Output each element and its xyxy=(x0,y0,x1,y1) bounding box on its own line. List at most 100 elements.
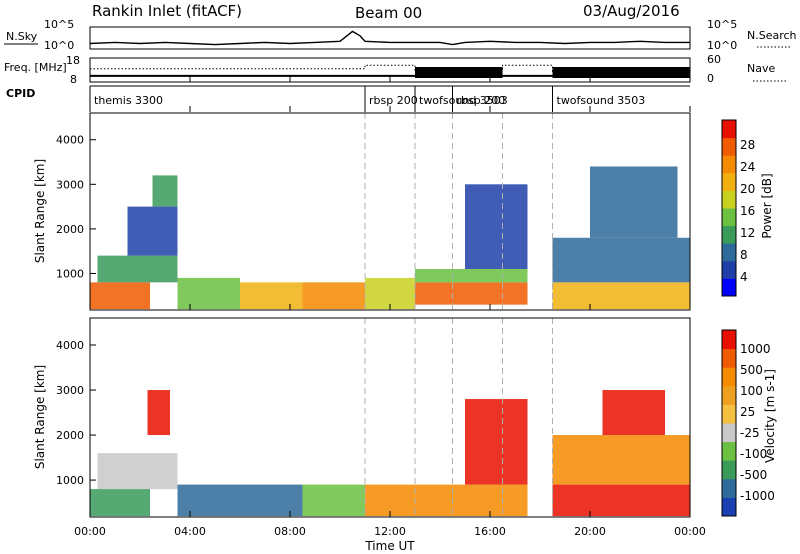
noise-right-tick-top: 10^5 xyxy=(707,18,737,31)
velocity-colorbar-swatch-1 xyxy=(722,478,736,498)
frequency-right-tick-top: 60 xyxy=(707,53,721,66)
power-colorbar-swatch-5 xyxy=(722,190,736,209)
noise-sky-line xyxy=(89,30,690,46)
power-colorbar-swatch-7 xyxy=(722,155,736,174)
velocity-colorbar-swatch-3 xyxy=(722,441,736,461)
nave-block-0 xyxy=(415,67,503,78)
velocity-y-tick-label-1: 2000 xyxy=(56,429,84,442)
power-colorbar-tick-label-3: 16 xyxy=(740,204,755,218)
power-colorbar-swatch-3 xyxy=(722,225,736,244)
heat-cell-9 xyxy=(415,268,528,283)
velocity-panel: Slant Range [km] 1000 2000 3000 4000 1000 50… xyxy=(33,317,777,518)
velocity-colorbar-swatch-8 xyxy=(722,348,736,368)
power-colorbar: 4 8 12 16 20 24 28 xyxy=(721,119,755,297)
power-y-tick-label-1: 2000 xyxy=(56,223,84,236)
velocity-colorbar-tick-label-1: 500 xyxy=(740,363,763,377)
power-panel: Slant Range [km] 1000 2000 3000 4000 4 8 12 16… xyxy=(33,112,774,311)
power-colorbar-swatch-0 xyxy=(722,278,736,297)
frequency-left-tick-bottom: 8 xyxy=(70,73,77,86)
heat-cell-0 xyxy=(90,282,150,310)
velocity-colorbar-swatch-0 xyxy=(722,497,736,517)
cpid-segment-label-4: twofsound 3503 xyxy=(557,94,646,107)
velocity-colorbar-frame xyxy=(721,329,737,517)
x-tick-label-1: 04:00 xyxy=(174,525,206,538)
heat-cell-4 xyxy=(302,484,365,517)
power-colorbar-frame xyxy=(721,119,737,297)
heat-cell-0 xyxy=(90,489,150,517)
velocity-colorbar: 1000 500 100 25 -25 -100 -500 -1000 xyxy=(721,329,775,517)
frequency-right-tick-bottom: 0 xyxy=(707,72,714,85)
power-colorbar-tick-label-2: 12 xyxy=(740,226,755,240)
noise-panel-frame xyxy=(89,26,691,50)
cpid-segment-label-2: twofsound 3503 xyxy=(419,94,508,107)
noise-left-label: N.Sky xyxy=(6,30,38,43)
frequency-left-label: Freq. [MHz] xyxy=(4,61,67,74)
power-y-tick-label-2: 3000 xyxy=(56,178,84,191)
heat-cell-3 xyxy=(177,484,303,517)
heat-cell-7 xyxy=(465,399,528,485)
power-colorbar-label: Power [dB] xyxy=(760,173,774,238)
heat-cell-10 xyxy=(602,390,665,436)
power-colorbar-swatch-9 xyxy=(722,120,736,139)
power-colorbar-tick-label-0: 4 xyxy=(740,270,748,284)
heat-cell-4 xyxy=(177,277,240,310)
power-y-tick-label-0: 1000 xyxy=(56,267,84,280)
frequency-right-label: Nave xyxy=(747,62,775,75)
noise-right-label: N.Search xyxy=(747,29,797,42)
heat-cell-5 xyxy=(365,484,415,517)
velocity-y-tick-label-3: 4000 xyxy=(56,339,84,352)
date-title: 03/Aug/2016 xyxy=(583,2,680,20)
x-tick-label-0: 00:00 xyxy=(74,525,106,538)
velocity-colorbar-tick-label-2: 100 xyxy=(740,384,763,398)
power-colorbar-tick-label-4: 20 xyxy=(740,182,755,196)
noise-left-tick-top: 10^5 xyxy=(44,18,74,31)
heat-cell-6 xyxy=(415,484,528,517)
station-title: Rankin Inlet (fitACF) xyxy=(92,2,242,20)
power-y-tick-label-3: 4000 xyxy=(56,134,84,147)
heat-cell-11 xyxy=(552,282,690,310)
velocity-colorbar-swatch-2 xyxy=(722,460,736,480)
power-colorbar-tick-label-6: 28 xyxy=(740,138,755,152)
power-colorbar-swatch-4 xyxy=(722,208,736,227)
power-colorbar-swatch-8 xyxy=(722,137,736,156)
power-heatmap xyxy=(90,113,690,310)
heat-cell-13 xyxy=(590,166,678,238)
heat-cell-12 xyxy=(552,237,690,283)
x-tick-label-2: 08:00 xyxy=(274,525,306,538)
power-y-axis-label: Slant Range [km] xyxy=(33,159,47,263)
velocity-colorbar-swatch-7 xyxy=(722,367,736,387)
noise-right-tick-bottom: 10^0 xyxy=(707,39,737,52)
heat-cell-1 xyxy=(97,255,178,283)
velocity-colorbar-tick-label-6: -500 xyxy=(740,468,767,482)
heat-cell-7 xyxy=(365,277,415,310)
velocity-colorbar-label: Velocity [m s-1] xyxy=(763,369,777,463)
velocity-colorbar-swatch-9 xyxy=(722,330,736,350)
heat-cell-8 xyxy=(415,282,528,305)
x-tick-label-6: 00:00 xyxy=(674,525,706,538)
velocity-colorbar-tick-label-5: -100 xyxy=(740,447,767,461)
heat-cell-9 xyxy=(552,435,690,485)
noise-left-tick-bottom: 10^0 xyxy=(44,39,74,52)
nave-block-1 xyxy=(552,67,690,78)
velocity-colorbar-tick-label-0: 1000 xyxy=(740,342,771,356)
cpid-segment-label-0: themis 3300 xyxy=(94,94,163,107)
cpid-segment-label-3: rbsp 200 xyxy=(457,94,506,107)
x-tick-label-3: 12:00 xyxy=(374,525,406,538)
x-tick-label-5: 20:00 xyxy=(574,525,606,538)
velocity-colorbar-swatch-6 xyxy=(722,385,736,405)
heat-cell-2 xyxy=(147,390,170,436)
power-colorbar-swatch-6 xyxy=(722,172,736,191)
velocity-heatmap xyxy=(90,318,690,517)
velocity-colorbar-tick-label-7: -1000 xyxy=(740,489,775,503)
velocity-y-axis-label: Slant Range [km] xyxy=(33,365,47,469)
noise-series xyxy=(89,30,690,46)
cpid-label: CPID xyxy=(6,87,35,100)
velocity-colorbar-tick-label-3: 25 xyxy=(740,405,755,419)
noise-panel: N.Sky 10^5 10^0 10^5 10^0 N.Search xyxy=(4,18,797,52)
frequency-panel: Freq. [MHz] 18 8 60 0 Nave xyxy=(4,53,786,86)
power-colorbar-swatch-1 xyxy=(722,260,736,279)
power-colorbar-swatch-2 xyxy=(722,243,736,262)
x-axis-label: Time UT xyxy=(364,539,415,553)
